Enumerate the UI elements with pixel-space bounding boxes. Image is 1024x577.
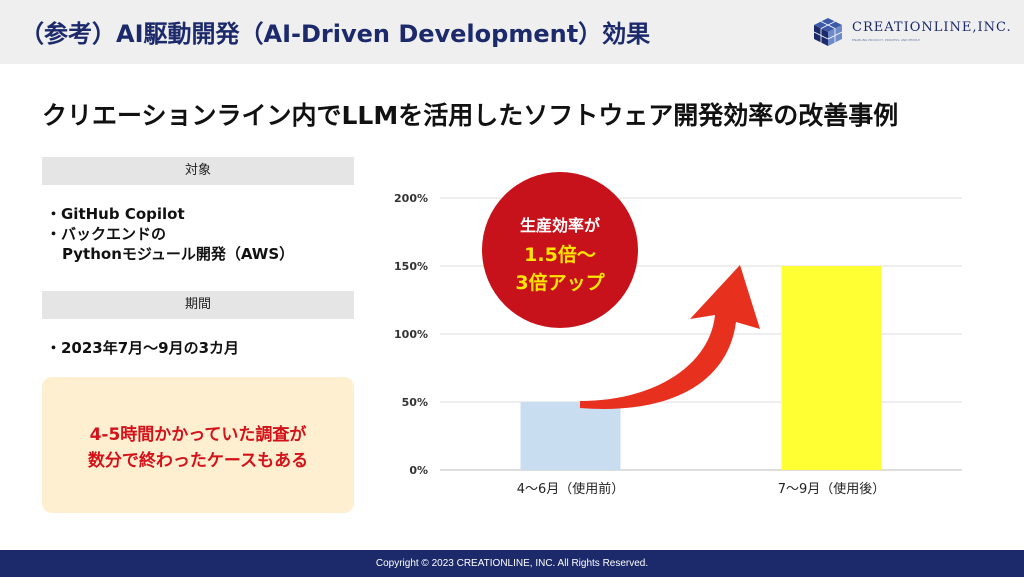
- chart-category-label: 7～9月（使用後）: [778, 481, 886, 497]
- efficiency-badge: 生産効率が 1.5倍～ 3倍アップ: [482, 172, 638, 328]
- efficiency-bar-chart: 0% 50% 100% 150% 200% 4～6月（使用前） 7～9月（使用後）: [380, 175, 1000, 510]
- note-line-1: 4-5時間かかっていた調査が: [89, 425, 307, 445]
- badge-line-3: 3倍アップ: [515, 272, 605, 294]
- page-title: （参考）AI駆動開発（AI-Driven Development）効果: [20, 20, 651, 48]
- footer-copyright: Copyright © 2023 CREATIONLINE, INC. All …: [0, 550, 1024, 577]
- chart-category-label: 4～6月（使用前）: [517, 481, 625, 497]
- logo-text: CREATIONLINE,INC.: [852, 20, 1012, 35]
- badge-line-2: 1.5倍～: [524, 244, 596, 266]
- target-item-python: Pythonモジュール開発（AWS）: [62, 245, 295, 263]
- chart-bar: [781, 266, 882, 470]
- target-item-backend: ・バックエンドの: [46, 225, 167, 243]
- highlight-note-box: 4-5時間かかっていた調査が 数分で終わったケースもある: [42, 377, 354, 513]
- logo-tagline: ENABLING PRODUCT, PROCESS, AND PEOPLE: [852, 38, 920, 42]
- chart-y-tick-label: 150%: [394, 260, 428, 273]
- target-label: 対象: [42, 157, 354, 185]
- target-item-copilot: ・GitHub Copilot: [46, 205, 185, 223]
- chart-y-tick-label: 100%: [394, 328, 428, 341]
- header-bar: （参考）AI駆動開発（AI-Driven Development）効果 CREA…: [0, 0, 1024, 64]
- badge-line-1: 生産効率が: [519, 216, 600, 235]
- note-line-2: 数分で終わったケースもある: [87, 451, 309, 471]
- slide-subtitle: クリエーションライン内でLLMを活用したソフトウェア開発効率の改善事例: [42, 101, 899, 130]
- chart-y-tick-label: 200%: [394, 192, 428, 205]
- trend-up-arrow-icon: [580, 265, 760, 409]
- period-label: 期間: [42, 291, 354, 319]
- chart-y-tick-label: 50%: [402, 396, 428, 409]
- chart-bar: [520, 402, 621, 470]
- chart-svg: 0% 50% 100% 150% 200% 4～6月（使用前） 7～9月（使用後）: [394, 192, 962, 497]
- chart-y-tick-label: 0%: [409, 464, 428, 477]
- company-logo: CREATIONLINE,INC. ENABLING PRODUCT, PROC…: [812, 14, 1012, 50]
- cube-logo-icon: [813, 18, 843, 46]
- period-item: ・2023年7月～9月の3カ月: [46, 339, 240, 357]
